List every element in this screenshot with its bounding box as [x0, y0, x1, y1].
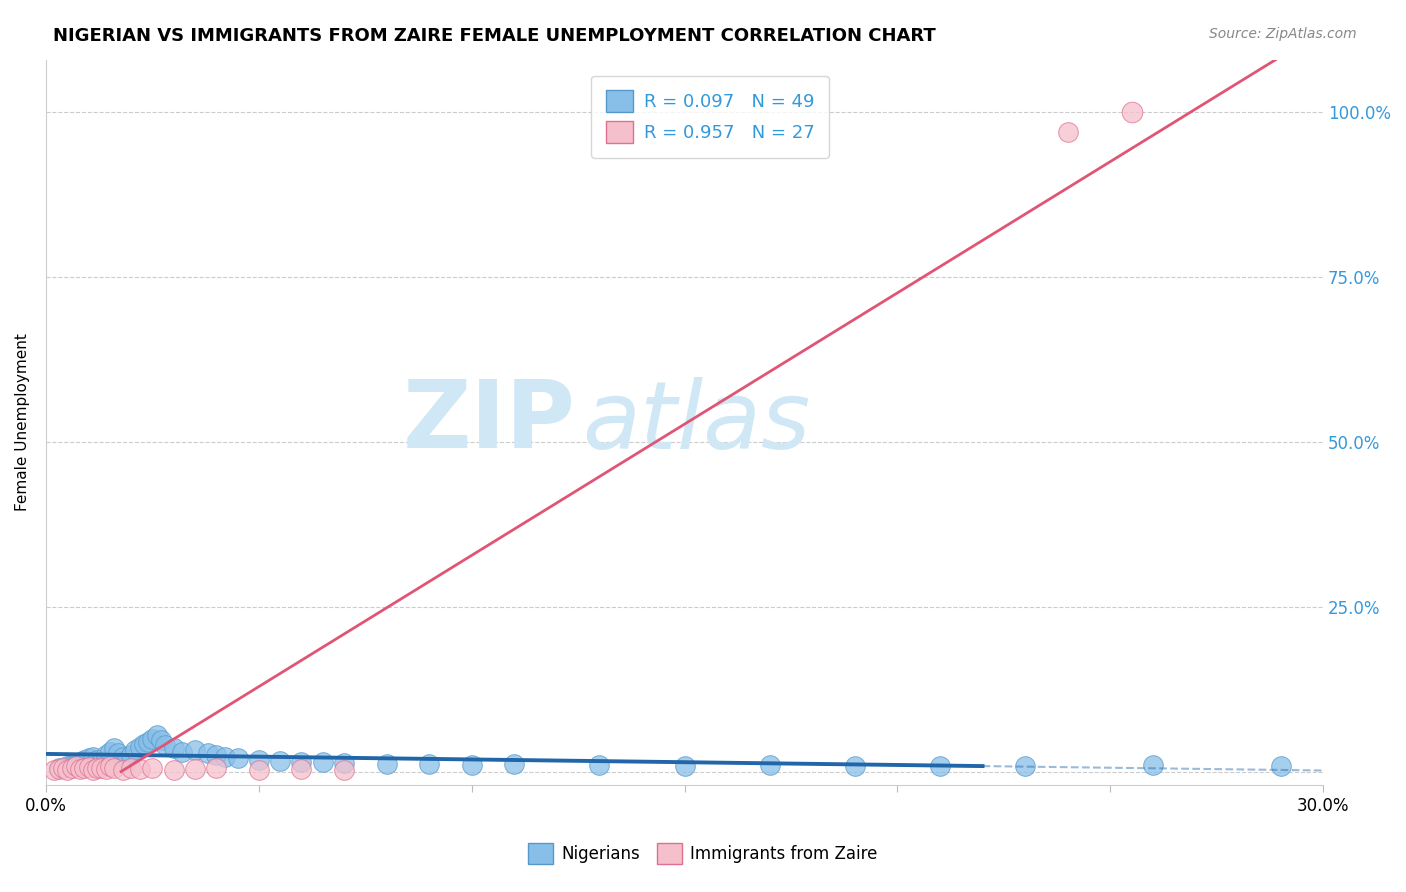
Point [184, 762, 207, 776]
Point [1142, 758, 1164, 772]
Point [1014, 758, 1036, 772]
Legend: R = 0.097   N = 49, R = 0.957   N = 27: R = 0.097 N = 49, R = 0.957 N = 27 [592, 76, 828, 158]
Point [149, 733, 172, 747]
Point [758, 758, 780, 772]
Text: Source: ZipAtlas.com: Source: ZipAtlas.com [1209, 27, 1357, 41]
Point [48, 762, 70, 776]
Point [141, 761, 163, 775]
Point [69, 755, 91, 769]
Point [103, 741, 125, 756]
Legend: Nigerians, Immigrants from Zaire: Nigerians, Immigrants from Zaire [522, 837, 884, 871]
Point [48, 761, 70, 775]
Point [312, 756, 335, 770]
Point [69, 762, 91, 776]
Point [172, 745, 194, 759]
Point [73, 753, 96, 767]
Text: atlas: atlas [582, 376, 811, 467]
Point [98, 745, 121, 759]
Point [673, 758, 696, 772]
Point [82, 763, 104, 777]
Point [56, 759, 79, 773]
Y-axis label: Female Unemployment: Female Unemployment [15, 334, 30, 511]
Point [94, 748, 117, 763]
Point [120, 761, 142, 775]
Point [290, 755, 312, 769]
Point [103, 761, 125, 775]
Point [1270, 758, 1292, 772]
Point [1121, 105, 1143, 120]
Point [153, 738, 176, 752]
Point [269, 754, 291, 768]
Point [197, 746, 219, 760]
Point [214, 750, 236, 764]
Point [65, 759, 87, 773]
Point [132, 737, 155, 751]
Point [375, 756, 398, 771]
Point [929, 759, 952, 773]
Point [226, 751, 249, 765]
Point [77, 760, 100, 774]
Point [94, 762, 117, 776]
Point [60, 758, 83, 772]
Point [90, 755, 112, 769]
Point [128, 739, 150, 754]
Text: NIGERIAN VS IMMIGRANTS FROM ZAIRE FEMALE UNEMPLOYMENT CORRELATION CHART: NIGERIAN VS IMMIGRANTS FROM ZAIRE FEMALE… [53, 27, 936, 45]
Point [333, 756, 356, 770]
Point [73, 761, 96, 775]
Point [247, 753, 270, 767]
Point [44, 763, 66, 777]
Point [124, 743, 146, 757]
Point [82, 750, 104, 764]
Point [141, 731, 163, 746]
Point [86, 761, 108, 775]
Point [145, 728, 167, 742]
Point [136, 735, 159, 749]
Point [111, 750, 134, 764]
Point [98, 759, 121, 773]
Point [503, 756, 526, 771]
Point [120, 748, 142, 763]
Text: ZIP: ZIP [404, 376, 576, 468]
Point [115, 753, 138, 767]
Point [163, 763, 186, 777]
Point [205, 748, 228, 763]
Point [333, 763, 356, 777]
Point [1056, 125, 1078, 139]
Point [90, 761, 112, 775]
Point [65, 756, 87, 771]
Point [844, 758, 866, 772]
Point [60, 761, 83, 775]
Point [460, 758, 482, 772]
Point [205, 761, 228, 775]
Point [418, 757, 440, 772]
Point [77, 751, 100, 765]
Point [56, 763, 79, 777]
Point [588, 758, 610, 772]
Point [111, 763, 134, 777]
Point [290, 762, 312, 776]
Point [247, 763, 270, 777]
Point [184, 743, 207, 757]
Point [86, 753, 108, 767]
Point [52, 761, 75, 775]
Point [107, 746, 129, 760]
Point [163, 741, 186, 756]
Point [128, 762, 150, 776]
